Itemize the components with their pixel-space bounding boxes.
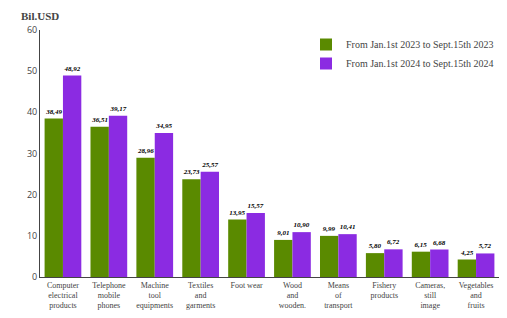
svg-text:Foot wear: Foot wear xyxy=(230,281,263,290)
svg-text:Woodandwooden.: Woodandwooden. xyxy=(279,281,306,311)
svg-text:30: 30 xyxy=(27,147,37,160)
svg-text:5,72: 5,72 xyxy=(479,242,492,250)
svg-text:10,90: 10,90 xyxy=(294,221,310,229)
svg-text:6,15: 6,15 xyxy=(415,241,428,249)
svg-text:Machinetoolequipments: Machinetoolequipments xyxy=(136,281,173,311)
svg-text:34,95: 34,95 xyxy=(155,122,172,130)
svg-text:28,96: 28,96 xyxy=(137,147,154,155)
svg-text:40: 40 xyxy=(27,105,37,118)
svg-text:38,49: 38,49 xyxy=(45,108,62,116)
svg-text:10: 10 xyxy=(27,229,37,242)
svg-text:6,68: 6,68 xyxy=(433,239,446,247)
svg-text:From Jan.1st 2024 to Sept.15th: From Jan.1st 2024 to Sept.15th 2024 xyxy=(346,58,494,69)
svg-text:48,92: 48,92 xyxy=(64,65,81,73)
svg-text:0: 0 xyxy=(32,270,37,283)
svg-text:Cameras,stillimage: Cameras,stillimage xyxy=(415,281,445,311)
svg-text:23,73: 23,73 xyxy=(183,168,200,176)
svg-text:Fisheryproducts: Fisheryproducts xyxy=(370,281,398,300)
svg-text:Meansoftransport: Meansoftransport xyxy=(324,281,353,311)
svg-text:5,80: 5,80 xyxy=(369,242,382,250)
svg-text:25,57: 25,57 xyxy=(201,161,218,169)
svg-text:9,01: 9,01 xyxy=(277,229,289,237)
svg-text:20: 20 xyxy=(27,188,37,201)
svg-text:13,95: 13,95 xyxy=(229,209,245,217)
svg-text:15,57: 15,57 xyxy=(248,202,264,210)
svg-text:9,99: 9,99 xyxy=(323,225,336,233)
svg-text:Computerelectricalproducts: Computerelectricalproducts xyxy=(47,281,79,311)
svg-text:60: 60 xyxy=(27,23,37,36)
svg-text:Textilesandgarments: Textilesandgarments xyxy=(186,281,215,311)
svg-text:6,72: 6,72 xyxy=(387,238,400,246)
svg-text:39,17: 39,17 xyxy=(109,105,126,113)
svg-text:50: 50 xyxy=(27,64,37,77)
svg-text:Vegetablesandfruits: Vegetablesandfruits xyxy=(459,281,494,311)
svg-text:10,41: 10,41 xyxy=(340,223,356,231)
svg-text:Bil.USD: Bil.USD xyxy=(21,10,59,22)
svg-text:4,25: 4,25 xyxy=(460,249,474,257)
svg-text:Telephonemobilephones: Telephonemobilephones xyxy=(92,281,126,311)
svg-text:From Jan.1st 2023 to Sept.15th: From Jan.1st 2023 to Sept.15th 2023 xyxy=(346,39,494,50)
svg-text:36,51: 36,51 xyxy=(91,116,108,124)
